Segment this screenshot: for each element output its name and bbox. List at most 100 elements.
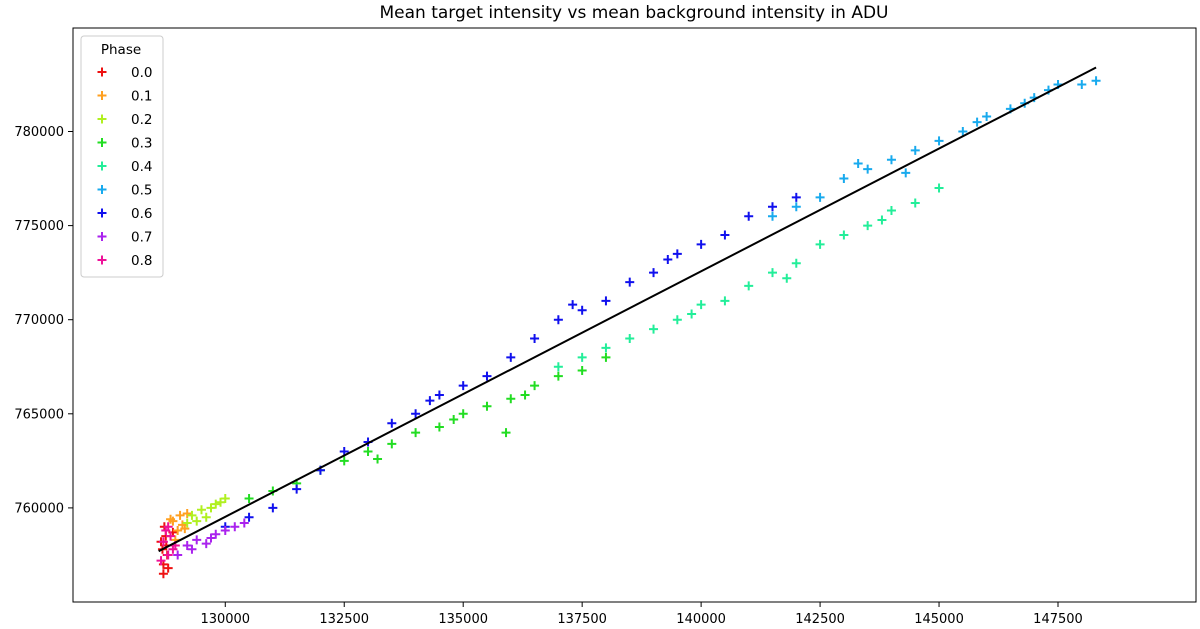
legend-marker [97, 91, 107, 100]
data-point-phase-5 [767, 211, 777, 221]
legend-label: 0.0 [131, 65, 152, 81]
data-point-phase-3 [339, 456, 349, 466]
data-point-phase-4 [782, 273, 792, 283]
data-point-phase-0 [163, 563, 173, 573]
x-tick-label: 140000 [676, 612, 726, 627]
x-tick-label: 137500 [557, 612, 607, 627]
data-point-phase-3 [373, 454, 383, 464]
data-point-phase-5 [958, 127, 968, 137]
data-point-phase-6 [696, 239, 706, 249]
legend-title: Phase [101, 42, 141, 58]
data-point-phase-6 [425, 396, 435, 406]
data-point-phase-6 [530, 334, 540, 344]
data-point-phase-6 [625, 277, 635, 287]
data-point-phase-2 [216, 497, 226, 507]
data-point-phase-3 [577, 366, 587, 376]
x-axis: 130000 132500 135000 137500 140000 142500 1450… [200, 602, 1083, 627]
data-point-phase-8 [163, 550, 173, 560]
data-point-phase-5 [910, 145, 920, 155]
data-point-phase-4 [886, 206, 896, 216]
data-point-phase-6 [663, 254, 673, 264]
data-point-phase-4 [577, 352, 587, 362]
data-point-phase-4 [767, 268, 777, 278]
data-point-phase-1 [175, 510, 185, 520]
legend-marker [97, 138, 107, 147]
x-tick-label: 135000 [438, 612, 488, 627]
data-point-phase-2 [182, 518, 192, 528]
data-point-phase-3 [530, 381, 540, 391]
data-point-phase-7 [211, 529, 221, 539]
data-point-phase-5 [853, 159, 863, 169]
x-tick-label: 145000 [914, 612, 964, 627]
legend: Phase 0.0 0.1 0.2 0.3 0.4 0.5 0.6 0.7 0.8 [80, 35, 164, 278]
data-point-phase-4 [910, 198, 920, 208]
data-point-phase-7 [173, 550, 183, 560]
data-point-phase-4 [877, 215, 887, 225]
data-point-phase-7 [182, 541, 192, 551]
fit-line [158, 66, 1097, 553]
data-point-phase-3 [411, 428, 421, 438]
data-point-phase-6 [434, 390, 444, 400]
data-point-phase-3 [601, 352, 611, 362]
x-tick-label: 132500 [319, 612, 369, 627]
data-point-phase-5 [1077, 79, 1087, 89]
legend-label: 0.7 [131, 230, 152, 246]
data-point-phase-2 [187, 510, 197, 520]
data-point-phase-8 [163, 522, 173, 532]
y-axis: 760000 765000 770000 775000 780000 [14, 125, 73, 516]
data-point-phase-6 [649, 268, 659, 278]
data-point-phase-3 [506, 394, 516, 404]
legend-marker [97, 114, 107, 124]
legend-marker [97, 67, 107, 77]
legend-marker [97, 232, 107, 241]
legend-label: 0.2 [131, 112, 152, 128]
data-point-phase-6 [601, 296, 611, 306]
fit-line-layer [158, 66, 1097, 553]
data-point-phase-4 [934, 183, 944, 193]
legend-marker [97, 185, 107, 194]
data-point-phase-2 [201, 512, 211, 522]
data-point-phase-6 [411, 409, 421, 419]
data-point-phase-4 [601, 343, 611, 353]
data-point-phase-8 [158, 537, 168, 547]
data-point-phase-4 [672, 315, 682, 325]
data-point-phase-6 [244, 512, 254, 522]
data-point-phase-8 [156, 556, 166, 566]
data-point-phase-1 [166, 514, 176, 524]
data-point-phase-5 [839, 174, 849, 184]
data-point-phase-7 [201, 539, 211, 549]
data-point-phase-2 [220, 493, 230, 503]
data-point-phase-6 [482, 371, 492, 381]
data-point-phase-6 [458, 381, 468, 391]
legend-label: 0.5 [131, 183, 152, 199]
data-point-phase-4 [839, 230, 849, 240]
data-points [156, 76, 1101, 579]
data-point-phase-7 [230, 522, 240, 532]
x-tick-label: 147500 [1033, 612, 1083, 627]
data-point-phase-2 [192, 516, 202, 526]
data-point-phase-4 [553, 362, 563, 372]
data-point-phase-6 [553, 315, 563, 325]
data-point-phase-6 [744, 211, 754, 221]
data-point-phase-3 [458, 409, 468, 419]
data-point-phase-4 [744, 281, 754, 291]
data-point-phase-6 [767, 202, 777, 212]
legend-label: 0.8 [131, 253, 152, 269]
data-point-phase-5 [815, 192, 825, 202]
chart-title: Mean target intensity vs mean background… [380, 3, 889, 23]
legend-label: 0.4 [131, 159, 152, 175]
data-point-phase-3 [434, 422, 444, 432]
y-tick-label: 765000 [14, 407, 64, 422]
x-tick-label: 130000 [200, 612, 250, 627]
data-point-phase-4 [815, 239, 825, 249]
data-point-phase-1 [173, 525, 183, 535]
data-point-phase-6 [577, 305, 587, 315]
data-point-phase-6 [568, 300, 578, 310]
data-point-phase-5 [791, 202, 801, 212]
data-point-phase-4 [791, 258, 801, 268]
data-point-phase-5 [972, 117, 982, 127]
data-point-phase-6 [268, 503, 278, 513]
data-point-phase-4 [863, 221, 873, 231]
data-point-phase-7 [206, 533, 216, 543]
y-tick-label: 775000 [14, 219, 64, 234]
